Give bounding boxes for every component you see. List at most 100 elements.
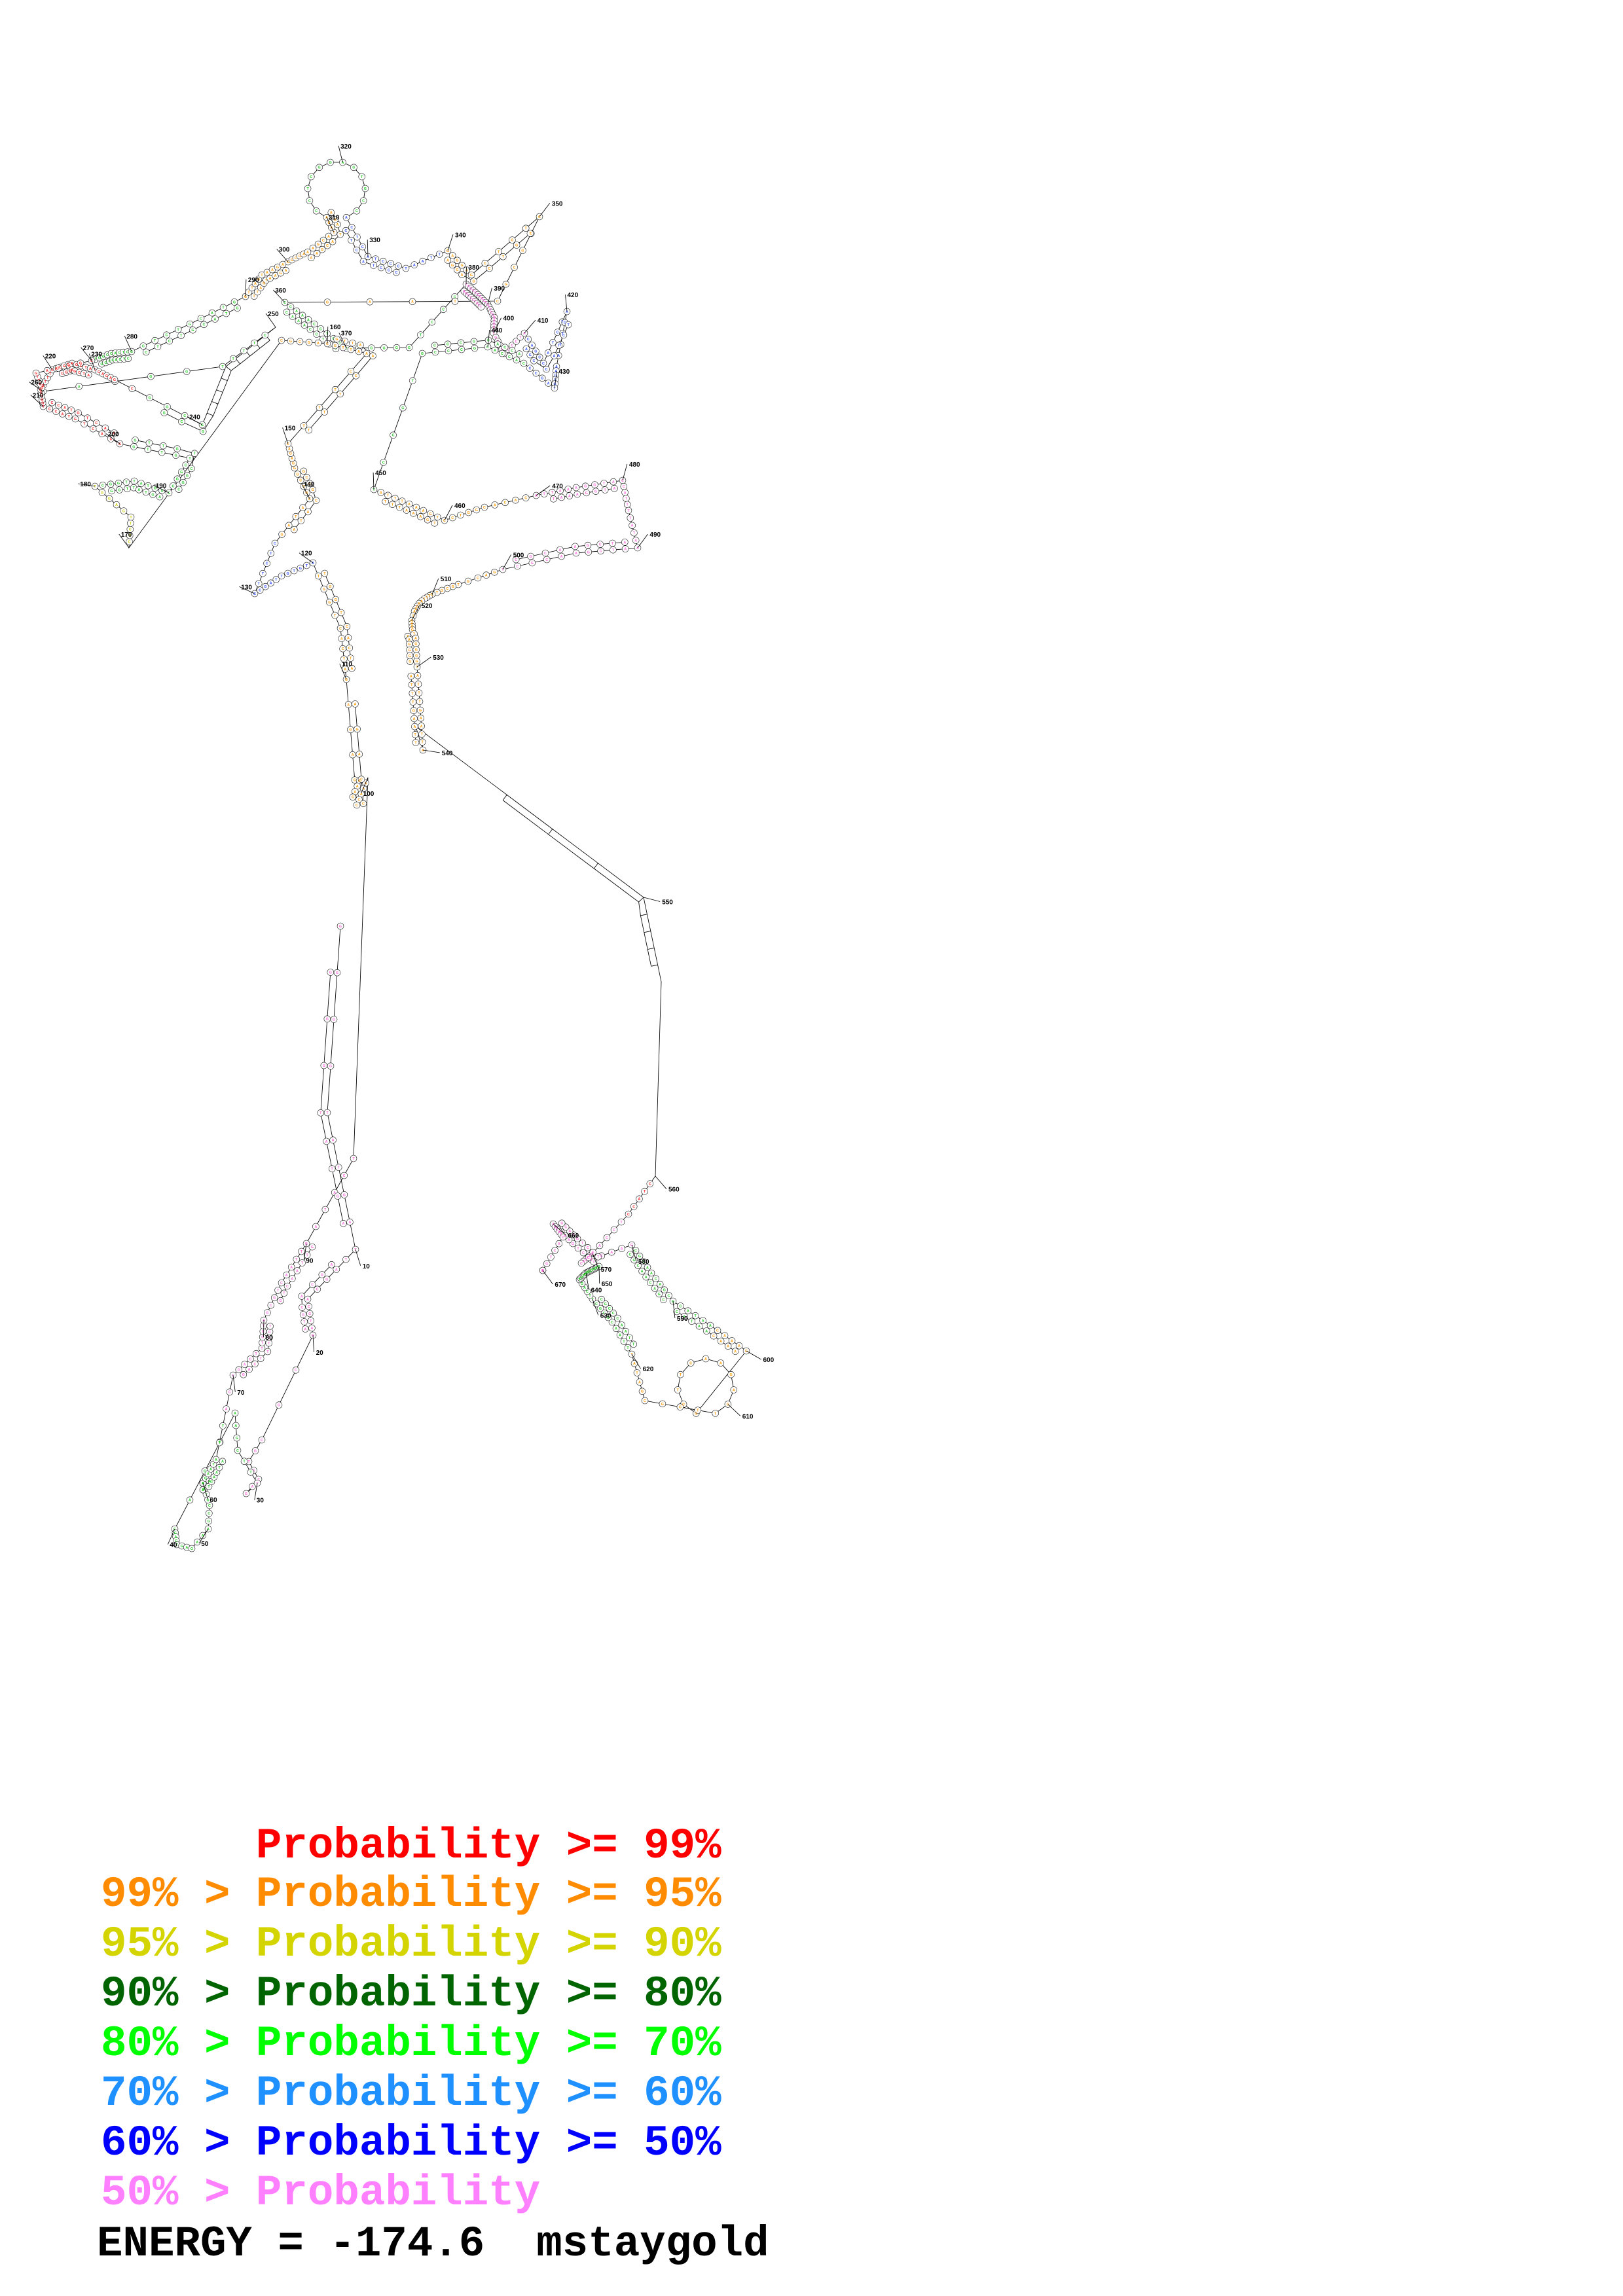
- svg-text:C: C: [128, 541, 131, 545]
- svg-text:C: C: [442, 308, 445, 312]
- svg-text:A: A: [720, 1361, 722, 1365]
- svg-text:A: A: [574, 545, 576, 549]
- svg-text:G: G: [521, 249, 524, 253]
- svg-text:A: A: [410, 675, 412, 679]
- svg-text:G: G: [151, 493, 154, 497]
- svg-text:C: C: [533, 359, 536, 363]
- svg-text:G: G: [364, 187, 367, 191]
- svg-text:C: C: [249, 1357, 251, 1361]
- svg-text:610: 610: [742, 1413, 754, 1420]
- svg-text:C: C: [511, 350, 513, 353]
- svg-text:A: A: [405, 509, 408, 512]
- svg-text:480: 480: [629, 461, 640, 469]
- svg-text:C: C: [522, 362, 525, 366]
- svg-text:C: C: [119, 358, 121, 362]
- svg-text:G: G: [202, 430, 204, 434]
- svg-text:G: G: [321, 248, 323, 252]
- svg-text:G: G: [289, 452, 292, 456]
- svg-text:20: 20: [316, 1350, 324, 1357]
- svg-text:A: A: [248, 1368, 251, 1372]
- svg-text:C: C: [649, 1183, 651, 1187]
- svg-text:A: A: [288, 447, 291, 451]
- svg-text:C: C: [268, 1331, 271, 1335]
- svg-text:C: C: [355, 374, 357, 378]
- svg-text:C: C: [190, 467, 192, 471]
- svg-text:C: C: [712, 1335, 715, 1338]
- svg-text:A: A: [61, 412, 64, 416]
- svg-text:10: 10: [363, 1263, 371, 1270]
- svg-text:C: C: [204, 1469, 206, 1473]
- svg-text:A: A: [525, 348, 528, 351]
- svg-text:A: A: [638, 1381, 641, 1385]
- svg-text:A: A: [408, 503, 410, 507]
- svg-text:G: G: [426, 518, 429, 522]
- svg-text:G: G: [408, 643, 410, 647]
- svg-text:G: G: [452, 585, 454, 589]
- svg-text:G: G: [511, 239, 513, 243]
- svg-text:500: 500: [513, 552, 524, 559]
- svg-text:C: C: [339, 627, 342, 631]
- svg-text:C: C: [382, 461, 385, 465]
- svg-text:A: A: [285, 1274, 288, 1278]
- svg-text:600: 600: [763, 1357, 775, 1364]
- svg-text:G: G: [181, 481, 184, 485]
- svg-text:A: A: [360, 793, 363, 797]
- svg-text:A: A: [312, 247, 314, 251]
- svg-text:A: A: [302, 253, 305, 257]
- svg-text:C: C: [322, 239, 325, 243]
- svg-text:G: G: [356, 728, 358, 732]
- svg-text:C: C: [168, 340, 171, 344]
- svg-text:230: 230: [91, 351, 102, 359]
- svg-text:G: G: [581, 1282, 583, 1286]
- svg-text:C: C: [61, 372, 64, 376]
- svg-text:470: 470: [552, 483, 563, 490]
- svg-text:G: G: [585, 492, 588, 495]
- svg-text:G: G: [419, 709, 422, 713]
- svg-text:A: A: [560, 555, 563, 559]
- svg-text:C: C: [682, 1403, 685, 1407]
- svg-text:A: A: [645, 1276, 647, 1280]
- svg-text:A: A: [514, 499, 517, 503]
- svg-text:C: C: [556, 331, 559, 335]
- svg-text:G: G: [299, 255, 301, 259]
- svg-text:G: G: [208, 1520, 210, 1524]
- svg-text:A: A: [137, 488, 140, 492]
- svg-text:C: C: [649, 1282, 652, 1285]
- svg-text:A: A: [64, 406, 66, 410]
- svg-text:A: A: [557, 354, 560, 358]
- svg-text:G: G: [254, 1449, 257, 1453]
- svg-text:A: A: [485, 574, 488, 578]
- svg-text:C: C: [118, 351, 120, 355]
- svg-text:G: G: [473, 347, 476, 351]
- svg-text:G: G: [343, 1193, 346, 1197]
- svg-text:C: C: [644, 1399, 646, 1403]
- svg-text:260: 260: [31, 380, 42, 387]
- svg-text:A: A: [411, 300, 414, 304]
- svg-text:C: C: [48, 408, 51, 412]
- svg-text:G: G: [494, 336, 497, 340]
- svg-text:C: C: [142, 345, 145, 349]
- svg-text:C: C: [131, 387, 134, 391]
- svg-text:C: C: [545, 558, 548, 562]
- svg-text:C: C: [676, 1310, 678, 1314]
- svg-text:520: 520: [422, 603, 433, 610]
- svg-text:G: G: [163, 411, 166, 415]
- svg-text:C: C: [350, 370, 352, 374]
- svg-text:G: G: [329, 585, 331, 589]
- svg-text:G: G: [318, 166, 320, 170]
- svg-text:A: A: [625, 1330, 627, 1334]
- svg-text:A: A: [325, 1140, 328, 1144]
- svg-text:G: G: [411, 628, 414, 632]
- svg-text:C: C: [612, 1312, 615, 1316]
- svg-text:A: A: [422, 749, 424, 753]
- svg-text:C: C: [667, 1294, 670, 1298]
- svg-text:C: C: [433, 344, 436, 348]
- svg-text:A: A: [225, 1408, 228, 1412]
- svg-text:A: A: [71, 362, 73, 366]
- svg-text:C: C: [313, 323, 316, 327]
- svg-text:A: A: [115, 359, 117, 363]
- svg-text:G: G: [105, 374, 108, 378]
- svg-text:C: C: [632, 1205, 635, 1209]
- svg-text:G: G: [395, 346, 398, 350]
- svg-text:G: G: [253, 592, 256, 596]
